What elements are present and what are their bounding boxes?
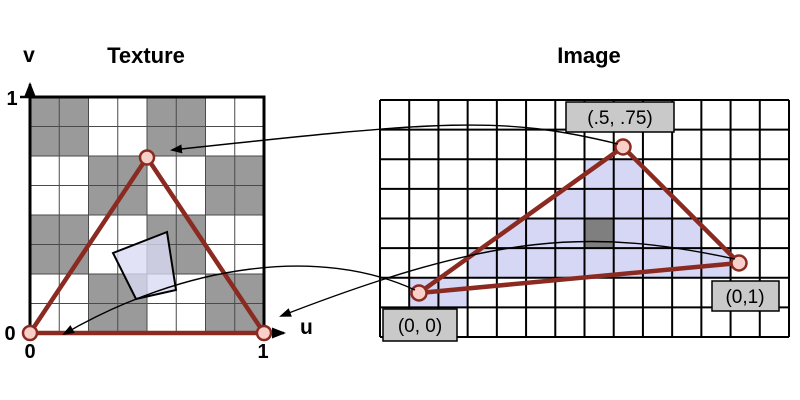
arrow-bottomleft-vertex-to-texture bbox=[62, 265, 416, 336]
vertex-labels: (.5, .75) (0, 0) (0,1) bbox=[382, 101, 780, 342]
texture-vertex-origin bbox=[21, 324, 39, 342]
v-min-tick-label: 0 bbox=[4, 323, 15, 345]
image-vertex-bottom-left bbox=[410, 284, 428, 302]
u-axis-label: u bbox=[300, 316, 313, 339]
u-min-tick-label: 0 bbox=[24, 341, 35, 363]
texture-panel: Texture v 1 0 u 0 1 bbox=[4, 43, 312, 363]
texture-vertex-apex bbox=[138, 149, 156, 166]
image-vertex-right bbox=[730, 254, 748, 272]
correspondence-arrows bbox=[62, 124, 736, 336]
origin-label: (0, 0) bbox=[398, 316, 442, 337]
texture-title: Texture bbox=[107, 43, 185, 68]
origin-label-box bbox=[382, 308, 458, 342]
image-title: Image bbox=[557, 43, 621, 68]
v-axis-label: v bbox=[23, 44, 35, 67]
texture-triangle bbox=[27, 155, 267, 336]
apex-label: (.5, .75) bbox=[587, 108, 652, 129]
u-max-tick-label: 1 bbox=[257, 341, 268, 363]
image-vertex-apex bbox=[614, 138, 632, 156]
right-vertex-label-box bbox=[711, 280, 780, 312]
image-triangle bbox=[416, 144, 742, 296]
right-vertex-label: (0,1) bbox=[725, 287, 764, 308]
v-max-tick-label: 1 bbox=[6, 88, 17, 110]
arrow-apex-to-texture bbox=[170, 124, 619, 154]
arrow-right-vertex-to-texture bbox=[279, 240, 736, 317]
apex-label-box bbox=[565, 101, 675, 133]
texture-vertex-u1 bbox=[255, 324, 273, 342]
